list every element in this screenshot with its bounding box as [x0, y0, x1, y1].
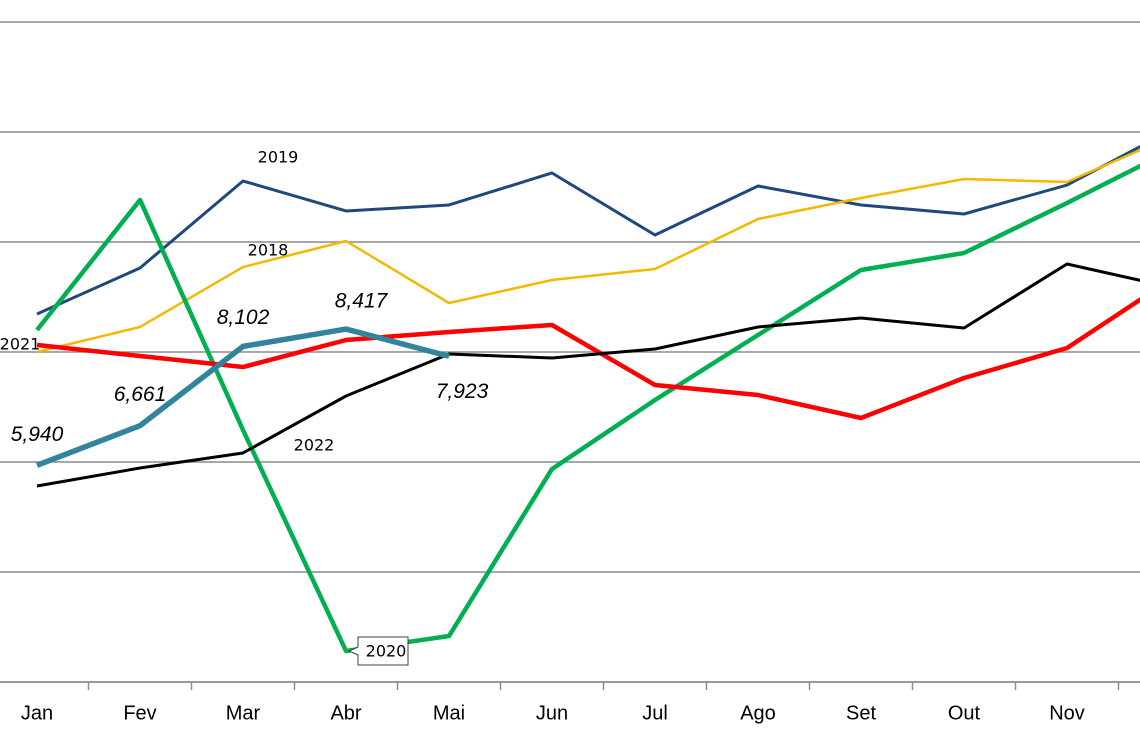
- series-label: 2018: [248, 241, 289, 260]
- data-label: 8,102: [217, 306, 270, 329]
- series-label: 2022: [294, 436, 335, 455]
- x-tick-label: Jan: [21, 702, 53, 724]
- x-tick-label: Mai: [433, 702, 465, 724]
- series-line: [36, 326, 450, 468]
- data-label: 7,923: [436, 380, 489, 403]
- series-label: 2021: [0, 335, 40, 354]
- x-tick-label: Abr: [330, 702, 361, 724]
- x-tick-label: Mar: [226, 702, 261, 724]
- data-label: 5,940: [11, 423, 64, 446]
- series-line: [36, 148, 1140, 354]
- series-line: [36, 262, 1140, 488]
- series-line: [36, 145, 1140, 316]
- data-label: 6,661: [114, 383, 167, 406]
- series-line: [35, 163, 1140, 654]
- series-label: 2020: [366, 642, 407, 661]
- x-tick-label: Fev: [123, 702, 156, 724]
- x-tick-label: Out: [948, 702, 981, 724]
- data-label: 8,417: [335, 290, 389, 313]
- x-tick-label: Nov: [1049, 702, 1085, 724]
- x-tick-label: Jun: [536, 702, 568, 724]
- series-label: 2019: [258, 148, 299, 167]
- series-line: [36, 297, 1140, 421]
- x-tick-label: Ago: [740, 702, 776, 724]
- x-tick-label: Set: [846, 702, 876, 724]
- x-tick-label: Jul: [642, 702, 668, 724]
- callout-box: [347, 636, 409, 666]
